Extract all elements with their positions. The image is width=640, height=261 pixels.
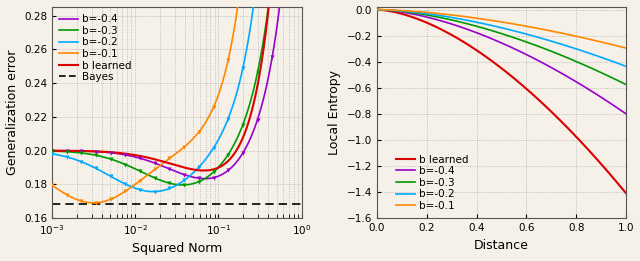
X-axis label: Squared Norm: Squared Norm	[132, 242, 222, 256]
Legend: b learned, b=-0.4, b=-0.3, b=-0.2, b=-0.1: b learned, b=-0.4, b=-0.3, b=-0.2, b=-0.…	[394, 153, 471, 213]
X-axis label: Distance: Distance	[474, 239, 529, 252]
Y-axis label: Generalization error: Generalization error	[6, 50, 19, 175]
Y-axis label: Local Entropy: Local Entropy	[328, 70, 341, 155]
Legend: b=-0.4, b=-0.3, b=-0.2, b=-0.1, b learned, Bayes: b=-0.4, b=-0.3, b=-0.2, b=-0.1, b learne…	[58, 12, 134, 84]
